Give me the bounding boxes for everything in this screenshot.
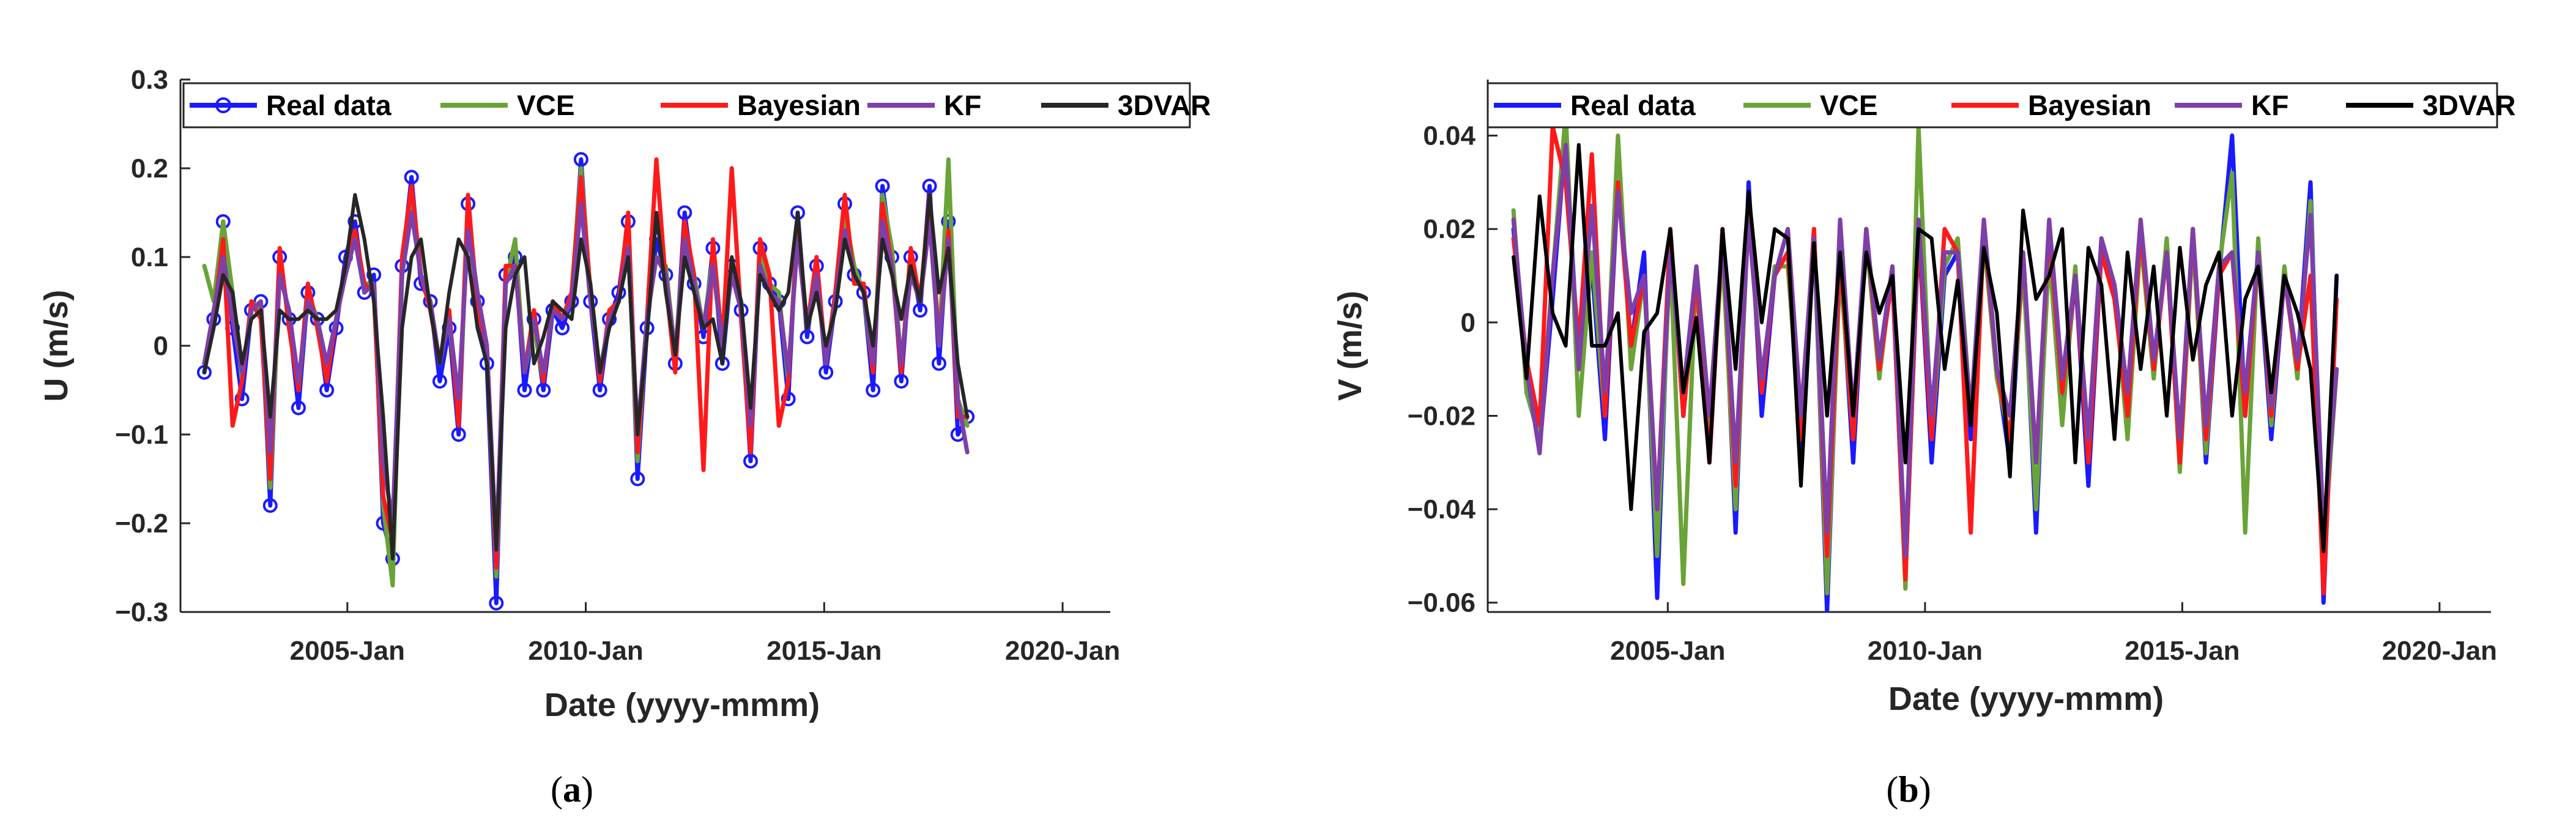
legend-label-kf: KF xyxy=(944,89,981,121)
data-point-real-data xyxy=(894,374,909,389)
data-point-real-data xyxy=(517,382,532,398)
plot-area xyxy=(1511,110,2339,612)
y-tick-label: 0.3 xyxy=(131,65,168,95)
data-point-real-data xyxy=(677,205,692,220)
data-point-real-data xyxy=(630,471,645,487)
legend-label-3dvar: 3DVAR xyxy=(1118,89,1211,121)
y-axis-title: U (m/s) xyxy=(38,289,75,401)
legend-label-bayesian: Bayesian xyxy=(2028,89,2151,121)
data-point-real-data xyxy=(234,392,250,406)
data-point-real-data xyxy=(404,170,419,185)
legend-box xyxy=(1487,82,2498,129)
legend-label-vce: VCE xyxy=(1820,89,1878,121)
y-tick-label: 0 xyxy=(1461,308,1475,338)
y-tick-label: −0.2 xyxy=(115,509,168,539)
data-point-real-data xyxy=(866,382,881,398)
panel-caption: (a) xyxy=(551,769,593,810)
series-line-3dvar xyxy=(202,193,970,561)
data-point-real-data xyxy=(489,595,504,611)
y-tick-label: 0 xyxy=(154,331,168,361)
caption-letter: b xyxy=(1898,769,1918,810)
y-axis-title: V (m/s) xyxy=(1332,291,1368,401)
caption-letter: a xyxy=(563,769,581,810)
data-point-real-data xyxy=(931,356,946,371)
x-axis-title: Date (yyyy-mmm) xyxy=(544,687,820,723)
legend-label-bayesian: Bayesian xyxy=(737,89,861,121)
x-tick-label: 2010-Jan xyxy=(1868,636,1983,666)
x-tick-label: 2015-Jan xyxy=(766,636,882,666)
data-point-real-data xyxy=(592,382,607,398)
legend-marker-real-data xyxy=(215,97,231,113)
y-tick-label: −0.02 xyxy=(1408,401,1475,431)
caption-paren-close: ) xyxy=(1919,769,1931,810)
y-tick-label: 0.1 xyxy=(131,242,168,272)
caption-paren-close: ) xyxy=(581,769,593,810)
data-point-real-data xyxy=(913,303,928,318)
panel-a: −0.3 −0.2 −0.1 0 0.1 0.2 0.3 2005-Jan 2010-Jan 20… xyxy=(38,65,1211,810)
legend-label-real-data: Real data xyxy=(266,89,392,121)
legend-label-3dvar: 3DVAR xyxy=(2422,89,2516,121)
legend-label-real-data: Real data xyxy=(1570,89,1696,121)
data-point-real-data xyxy=(922,179,937,193)
panel-b: −0.06 −0.04 −0.02 0 0.02 0.04 2005-Jan 2010-Jan… xyxy=(1332,80,2516,810)
data-point-real-data xyxy=(262,498,278,513)
data-point-real-data xyxy=(555,321,570,335)
y-tick-label: 0.02 xyxy=(1423,214,1475,244)
data-point-real-data xyxy=(941,214,956,229)
x-tick-label: 2020-Jan xyxy=(1005,636,1120,666)
data-point-real-data xyxy=(875,179,890,193)
data-point-real-data xyxy=(743,453,759,469)
y-tick-label: −0.04 xyxy=(1408,494,1476,524)
x-axis-title: Date (yyyy-mmm) xyxy=(1888,681,2164,717)
caption-paren-open: ( xyxy=(1886,769,1898,810)
legend-label-kf: KF xyxy=(2251,89,2288,121)
x-tick-label: 2010-Jan xyxy=(528,636,643,666)
y-tick-label: 0.2 xyxy=(131,154,168,184)
x-tick-label: 2005-Jan xyxy=(1610,636,1725,666)
x-tick-label: 2015-Jan xyxy=(2125,636,2240,666)
data-point-real-data xyxy=(818,365,834,380)
data-point-real-data xyxy=(319,382,335,398)
y-tick-label: −0.06 xyxy=(1408,588,1475,618)
data-point-real-data xyxy=(781,392,796,406)
x-tick-label: 2020-Jan xyxy=(2382,636,2497,666)
data-point-real-data xyxy=(573,152,588,167)
y-tick-label: 0.04 xyxy=(1423,121,1475,151)
data-point-real-data xyxy=(451,427,466,442)
data-point-real-data xyxy=(536,382,551,398)
caption-paren-open: ( xyxy=(551,769,563,810)
data-point-real-data xyxy=(800,329,815,345)
series-line-3dvar xyxy=(1512,143,2339,553)
series-line-bayesian xyxy=(202,157,970,570)
y-tick-label: −0.3 xyxy=(115,597,168,627)
data-point-real-data xyxy=(432,374,447,389)
x-tick-label: 2005-Jan xyxy=(290,636,405,666)
data-point-real-data xyxy=(366,267,382,282)
panel-caption: (b) xyxy=(1886,769,1931,810)
plot-area xyxy=(196,152,975,611)
legend-label-vce: VCE xyxy=(517,89,575,121)
y-tick-label: −0.1 xyxy=(115,420,168,450)
data-point-real-data xyxy=(291,400,306,416)
